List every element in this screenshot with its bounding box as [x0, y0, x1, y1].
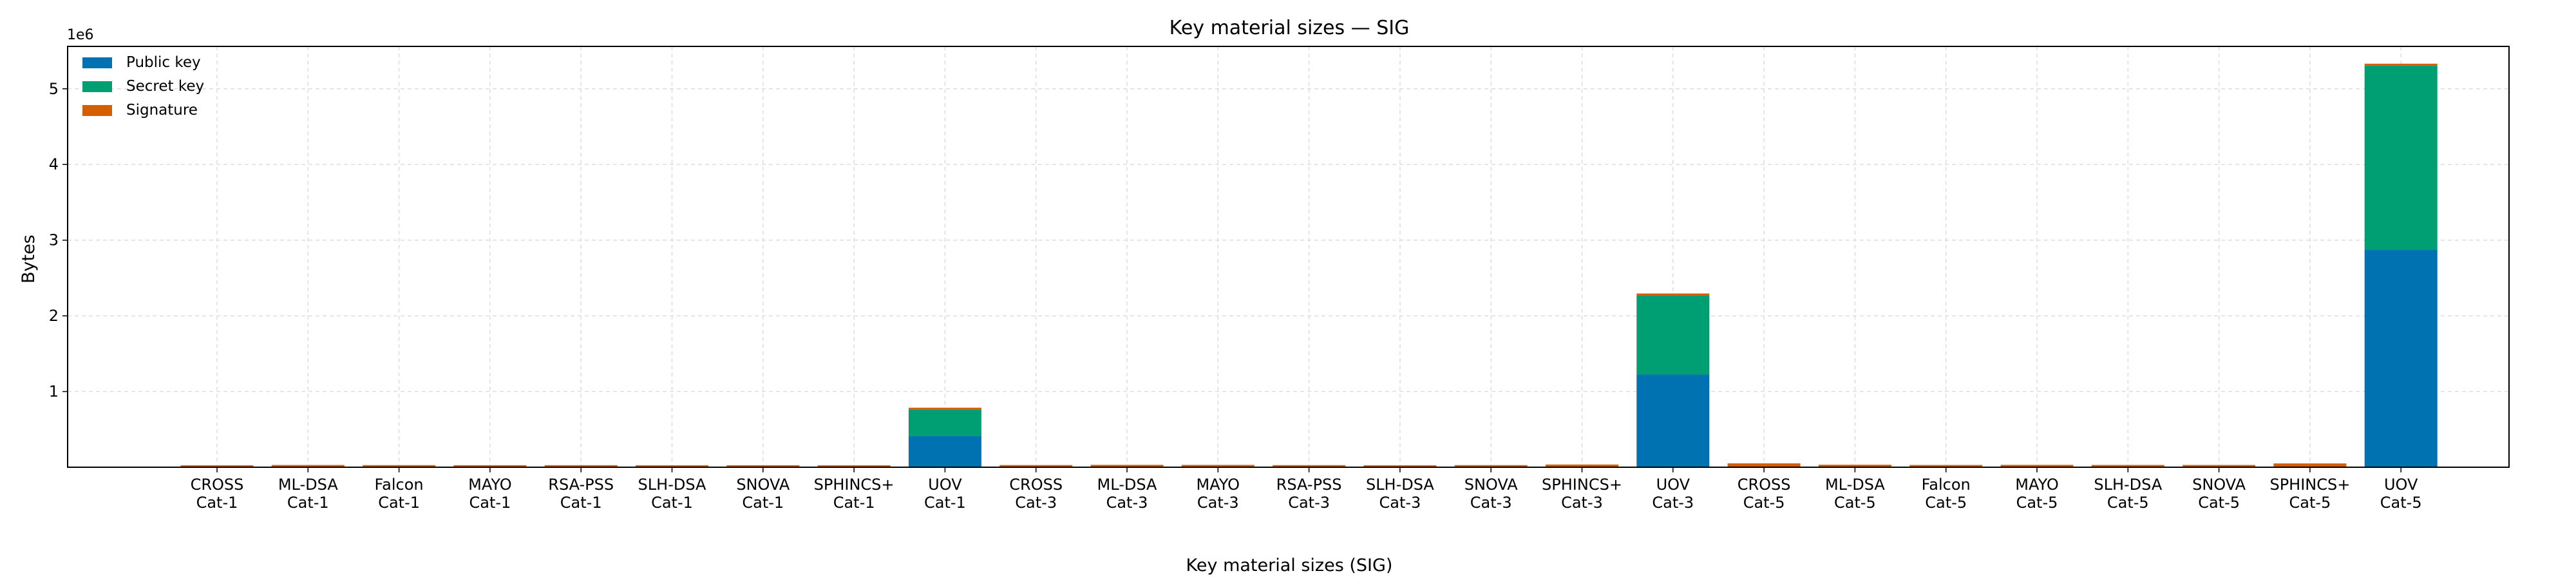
- bar-signature: [726, 465, 800, 467]
- x-tick-label: Falcon Cat-1: [375, 476, 424, 512]
- bar-signature: [1909, 465, 1983, 467]
- y-axis-label: Bytes: [19, 235, 39, 284]
- x-tick-label: SNOVA Cat-3: [1464, 476, 1519, 512]
- bar-secret-key: [1636, 295, 1710, 375]
- x-tick-label: ML-DSA Cat-3: [1097, 476, 1157, 512]
- x-tick-label: CROSS Cat-1: [191, 476, 244, 512]
- bar-signature: [2183, 465, 2256, 467]
- x-tick-label: ML-DSA Cat-5: [1825, 476, 1885, 512]
- legend-label: Secret key: [126, 78, 204, 95]
- x-tick-label: RSA-PSS Cat-1: [548, 476, 614, 512]
- bar-signature: [271, 465, 345, 467]
- bar-signature: [1273, 465, 1346, 467]
- bar-signature: [1363, 465, 1437, 467]
- y-scale-label: 1e6: [67, 27, 94, 43]
- bar-signature: [544, 465, 618, 467]
- bar-public-key: [1636, 374, 1710, 467]
- bar-signature: [1546, 464, 1618, 467]
- bar-signature: [2091, 465, 2164, 467]
- legend: Public key Secret key Signature: [82, 54, 204, 119]
- bar-signature: [999, 465, 1073, 467]
- x-tick-label: SLH-DSA Cat-3: [1366, 476, 1434, 512]
- bar-signature: [1090, 465, 1164, 467]
- grid-lines: [68, 46, 2509, 467]
- bar-signature: [1454, 465, 1528, 467]
- x-tick-label: SNOVA Cat-1: [736, 476, 790, 512]
- bar-secret-key: [908, 409, 981, 436]
- bar-signature: [1636, 293, 1710, 296]
- y-tick-label: 1: [49, 383, 59, 401]
- bar-signature: [636, 465, 708, 467]
- x-tick-label: CROSS Cat-5: [1738, 476, 1791, 512]
- bar-signature: [2364, 63, 2438, 66]
- bar-signature: [817, 465, 891, 467]
- bar-signature: [908, 407, 981, 410]
- bar-public-key: [908, 436, 981, 467]
- x-tick-label: Falcon Cat-5: [1922, 476, 1971, 512]
- x-tick-label: SLH-DSA Cat-5: [2094, 476, 2162, 512]
- x-tick-label: UOV Cat-1: [924, 476, 966, 512]
- chart-title: Key material sizes — SIG: [1170, 17, 1410, 39]
- plot-frame: [67, 46, 2510, 468]
- x-tick-label: SPHINCS+ Cat-1: [814, 476, 895, 512]
- x-tick-label: MAYO Cat-3: [1197, 476, 1240, 512]
- bar-public-key: [2364, 249, 2438, 467]
- x-tick-label: SPHINCS+ Cat-3: [1542, 476, 1622, 512]
- bar-signature: [2000, 465, 2074, 467]
- x-axis-label: Key material sizes (SIG): [1186, 556, 1393, 575]
- bar-secret-key: [2364, 65, 2438, 250]
- y-tick-label: 3: [49, 231, 59, 249]
- y-tick-label: 2: [49, 307, 59, 325]
- bar-signature: [453, 465, 527, 467]
- bar-signature: [1818, 465, 1891, 467]
- axis-ticks: CROSS Cat-1 ML-DSA Cat-1 Falcon Cat-1 MAYO Cat-…: [49, 80, 2422, 512]
- x-tick-label: CROSS Cat-3: [1009, 476, 1063, 512]
- legend-label: Signature: [126, 102, 198, 119]
- x-tick-label: UOV Cat-3: [1652, 476, 1694, 512]
- x-tick-label: SPHINCS+ Cat-5: [2269, 476, 2350, 512]
- x-tick-label: SLH-DSA Cat-1: [638, 476, 706, 512]
- legend-swatch: [82, 81, 112, 92]
- legend-label: Public key: [126, 54, 201, 71]
- x-tick-label: SNOVA Cat-5: [2192, 476, 2246, 512]
- x-tick-label: MAYO Cat-5: [2015, 476, 2059, 512]
- bar-signature: [363, 465, 436, 467]
- bar-signature: [1727, 463, 1801, 467]
- bars: [180, 63, 2438, 467]
- bar-signature: [2273, 463, 2347, 467]
- legend-swatch: [82, 105, 112, 116]
- y-tick-label: 5: [49, 80, 59, 98]
- bar-signature: [1181, 465, 1255, 467]
- bar-signature: [180, 465, 254, 467]
- x-tick-label: RSA-PSS Cat-3: [1276, 476, 1342, 512]
- x-tick-label: UOV Cat-5: [2380, 476, 2422, 512]
- x-tick-label: ML-DSA Cat-1: [278, 476, 338, 512]
- x-tick-label: MAYO Cat-1: [468, 476, 512, 512]
- y-tick-label: 4: [49, 155, 59, 173]
- legend-swatch: [82, 57, 112, 68]
